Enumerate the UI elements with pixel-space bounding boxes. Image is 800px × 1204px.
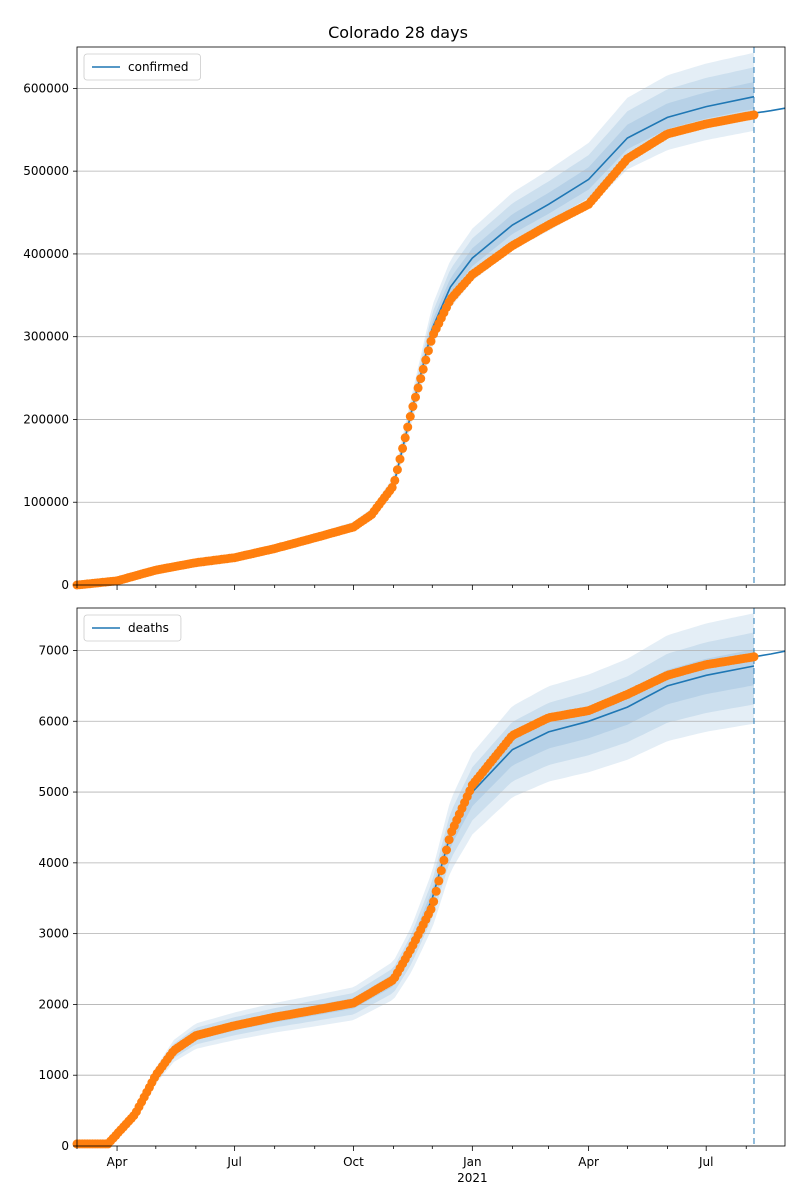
confirmed-ytick-label-4: 400000 [23,247,69,261]
confirmed-axes-frame [76,46,786,586]
confirmed-observed-point-134 [418,364,428,374]
deaths-ytick-label-7: 7000 [38,643,69,657]
confirmed-observed-point-124 [392,465,402,475]
confirmed-observed-point-133 [416,374,426,384]
deaths-observed-point-141 [436,866,446,876]
deaths-observed-point-138 [429,897,439,907]
confirmed-ytick-label-1: 100000 [23,495,69,509]
deaths-observed-point-139 [431,886,441,896]
deaths-grid [77,650,785,1147]
confirmed-ytick-label-0: 0 [61,578,69,592]
deaths-ytick-label-6: 6000 [38,714,69,728]
confirmed-frame [76,46,786,586]
confirmed-observed-point-137 [426,336,436,346]
confirmed-observed-point-129 [405,412,415,421]
deaths-legend: deaths [83,614,182,642]
deaths-observed-point-144 [444,835,454,845]
confirmed-band-1 [77,67,754,585]
confirmed-observed-point-262 [749,110,759,120]
confirmed-observed-point-136 [423,346,433,356]
confirmed-forecast-line [753,107,786,114]
confirmed-legend: confirmed [83,53,201,81]
deaths-panel: 0 1000 2000 3000 4000 5000 6000 7000 Apr Jul Oct J… [38,607,786,1185]
confirmed-points [72,110,759,590]
deaths-legend-label: deaths [128,621,169,635]
deaths-ytick-label-4: 4000 [38,856,69,870]
confirmed-ytick-label-2: 200000 [23,412,69,426]
confirmed-observed-point-122 [387,482,397,492]
confirmed-bands [77,52,754,585]
deaths-observed-point-142 [439,855,449,865]
confirmed-panel: 0 100000 200000 300000 400000 500000 600000 co… [23,46,786,592]
confirmed-ytick-label-6: 600000 [23,81,69,95]
deaths-y-ticks: 0 1000 2000 3000 4000 5000 6000 7000 [38,643,77,1153]
xtick-label-3: Jan [462,1155,482,1169]
confirmed-observed-point-130 [408,402,418,411]
xtick-label-4: Apr [578,1155,599,1169]
confirmed-legend-box [83,53,201,81]
confirmed-observed-point-127 [400,433,410,443]
deaths-band-0 [77,613,754,1145]
deaths-ytick-label-0: 0 [61,1139,69,1153]
deaths-legend-box [83,614,182,642]
xtick-label-1: Jul [226,1155,241,1169]
deaths-ytick-label-5: 5000 [38,785,69,799]
confirmed-legend-label: confirmed [128,60,189,74]
confirmed-y-ticks: 0 100000 200000 300000 400000 500000 600000 [23,81,77,592]
confirmed-band-0 [77,52,754,585]
xtick-label-5: Jul [698,1155,713,1169]
confirmed-x-ticks [76,585,747,590]
deaths-band-1 [77,632,754,1144]
confirmed-observed-point-125 [395,454,405,464]
confirmed-observed-point-132 [413,383,423,393]
confirmed-band-2 [77,82,754,585]
confirmed-observed-point-126 [398,443,408,453]
deaths-ytick-label-2: 2000 [38,997,69,1011]
deaths-frame [76,607,786,1147]
deaths-observed-point-143 [442,845,451,855]
xtick-label-2: Oct [343,1155,364,1169]
deaths-observed-point-140 [434,876,444,886]
deaths-observed-point-137 [426,904,436,914]
confirmed-observed-point-135 [421,355,431,365]
deaths-x-ticks: Apr Jul Oct Jan Apr Jul 2021 [76,1146,747,1185]
deaths-forecast-line [753,650,786,658]
deaths-axes-frame [76,607,786,1147]
confirmed-observed-point-123 [390,475,400,485]
confirmed-ytick-label-5: 500000 [23,164,69,178]
deaths-ytick-label-3: 3000 [38,927,69,941]
xtick-year-label: 2021 [457,1171,488,1185]
chart-title: Colorado 28 days [328,23,468,42]
deaths-ytick-label-1: 1000 [38,1068,69,1082]
confirmed-model-line [76,95,755,586]
confirmed-ytick-label-3: 300000 [23,330,69,344]
confirmed-observed-point-128 [403,422,413,432]
confirmed-observed-point-131 [411,392,420,402]
xtick-label-0: Apr [107,1155,128,1169]
deaths-observed-point-262 [749,652,759,662]
